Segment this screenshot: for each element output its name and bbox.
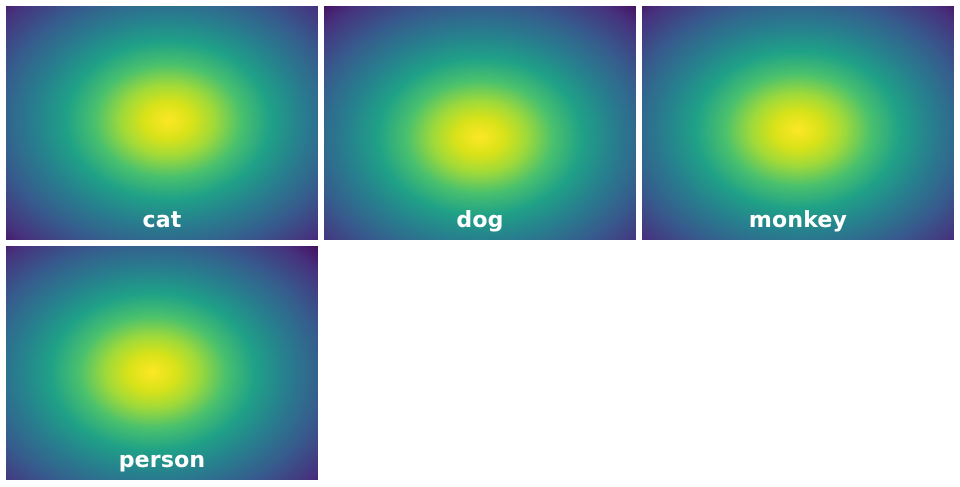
heatmap-tile-monkey[interactable]: monkey xyxy=(642,6,954,240)
heatmap-image xyxy=(6,6,318,240)
tile-label: monkey xyxy=(748,208,848,233)
heatmap-image xyxy=(324,6,636,240)
heatmap-image xyxy=(642,6,954,240)
tile-label: dog xyxy=(456,208,504,233)
heatmap-grid: cat dog monkey person xyxy=(6,6,954,480)
tile-label: cat xyxy=(142,208,182,233)
heatmap-tile-person[interactable]: person xyxy=(6,246,318,480)
heatmap-tile-dog[interactable]: dog xyxy=(324,6,636,240)
heatmap-tile-cat[interactable]: cat xyxy=(6,6,318,240)
tile-label: person xyxy=(118,448,206,473)
heatmap-image xyxy=(6,246,318,480)
